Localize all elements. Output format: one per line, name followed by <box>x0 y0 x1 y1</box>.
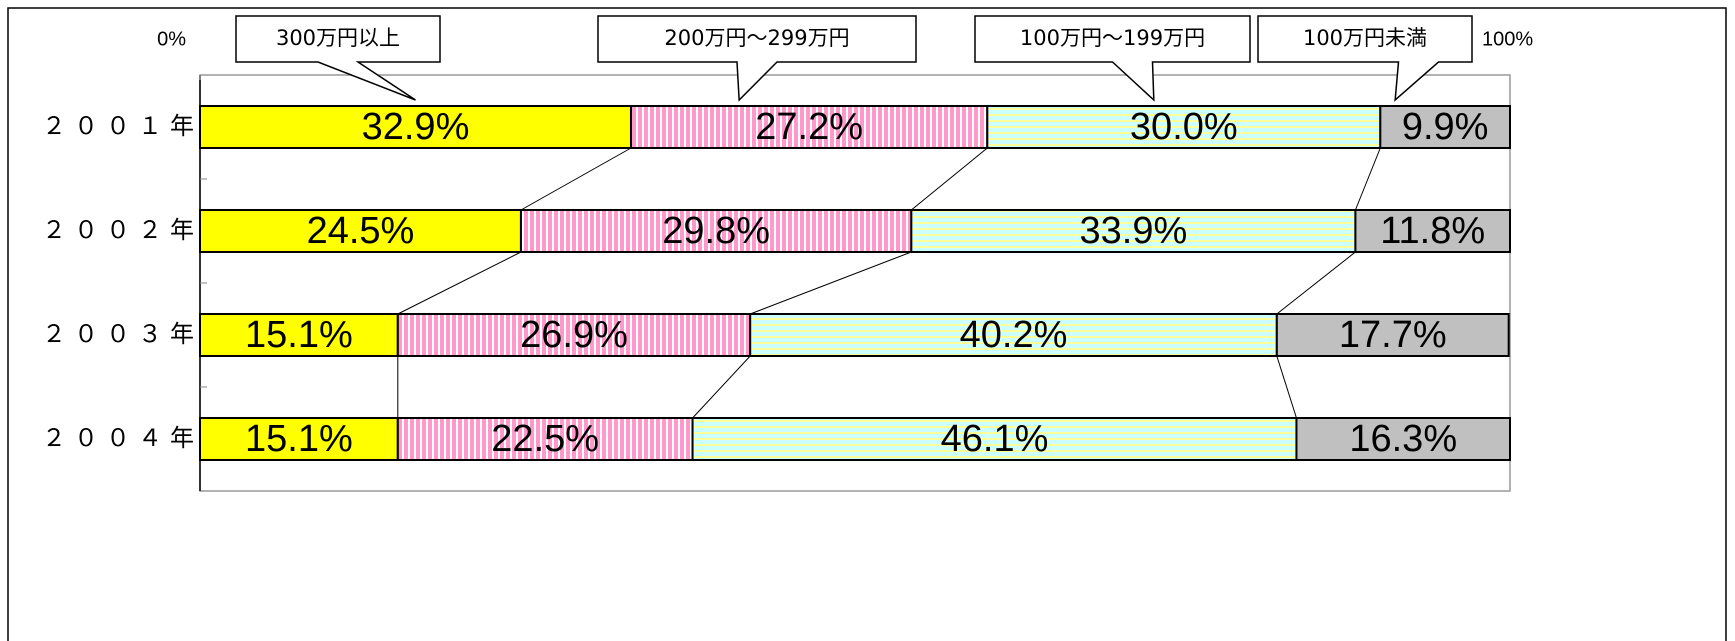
legend-callout <box>974 15 1251 102</box>
y-tick-label: ２００３年 <box>42 320 202 348</box>
bar-segment <box>1275 313 1510 357</box>
value-label: 27.2% <box>755 106 863 148</box>
value-label: 9.9% <box>1402 106 1489 148</box>
y-tick-label: ２００１年 <box>42 112 202 140</box>
connector-line <box>1354 147 1381 211</box>
value-label: 30.0% <box>1130 106 1238 148</box>
value-label: 15.1% <box>245 418 353 460</box>
value-label: 24.5% <box>307 210 415 252</box>
legend-callout <box>597 15 917 102</box>
value-label: 15.1% <box>245 314 353 356</box>
x-tick-label: 100% <box>1482 28 1533 50</box>
connector-line <box>520 147 632 211</box>
connector-line <box>397 251 522 315</box>
bar-segment <box>629 105 989 149</box>
legend-callout <box>235 15 441 101</box>
value-label: 11.8% <box>1380 210 1485 252</box>
legend-label: 300万円以上 <box>276 26 400 50</box>
connector-line <box>750 251 912 315</box>
value-label: 46.1% <box>941 418 1049 460</box>
value-label: 17.7% <box>1339 314 1447 356</box>
value-label: 29.8% <box>662 210 770 252</box>
bar-segment <box>1295 417 1511 461</box>
bar-segment <box>396 417 694 461</box>
legend-callout <box>1257 15 1473 102</box>
value-label: 33.9% <box>1080 210 1188 252</box>
value-label: 26.9% <box>520 314 628 356</box>
bar-segment <box>1354 209 1512 253</box>
connector-line <box>1276 355 1297 419</box>
bar-segment <box>199 417 399 461</box>
bar-segment <box>396 313 752 357</box>
bar-segment <box>1379 105 1512 149</box>
bar-segment <box>199 105 632 149</box>
value-label: 32.9% <box>362 106 470 148</box>
bar-segment <box>199 313 399 357</box>
bar-segment <box>910 209 1357 253</box>
connector-line <box>692 355 751 419</box>
legend-label: 100万円未満 <box>1303 26 1427 50</box>
connector-line <box>1276 251 1356 315</box>
bar-segment <box>519 209 913 253</box>
x-tick-label: 0% <box>157 28 186 50</box>
legend-label: 100万円～199万円 <box>1020 26 1205 50</box>
bar-segment <box>986 105 1382 149</box>
legend-label: 200万円～299万円 <box>664 26 849 50</box>
value-label: 16.3% <box>1349 418 1457 460</box>
y-tick-label: ２００４年 <box>42 424 202 452</box>
value-label: 40.2% <box>960 314 1068 356</box>
bar-segment <box>199 209 522 253</box>
value-label: 22.5% <box>491 418 599 460</box>
connector-line <box>911 147 988 211</box>
y-tick-label: ２００２年 <box>42 216 202 244</box>
